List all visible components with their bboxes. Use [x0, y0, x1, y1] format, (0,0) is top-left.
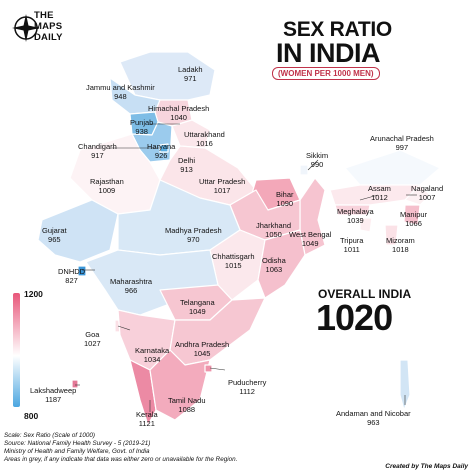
legend-color-bar	[13, 293, 20, 407]
label-odisha: Odisha 1063	[262, 256, 286, 274]
logo-text: THE MAPS DAILY	[34, 10, 63, 43]
label-karnataka: Karnataka 1034	[135, 346, 170, 364]
label-uttar-pradesh: Uttar Pradesh 1017	[199, 177, 246, 195]
label-jammu-kashmir: Jammu and Kashmir 948	[86, 83, 155, 101]
label-arunachal: Arunachal Pradesh 997	[370, 134, 434, 152]
label-jharkhand: Jharkhand 1050	[256, 221, 292, 239]
region-tripura	[359, 217, 373, 233]
label-andaman: Andaman and Nicobar 963	[336, 409, 411, 427]
region-uttarakhand	[171, 119, 211, 149]
label-assam: Assam 1012	[368, 184, 391, 202]
label-madhya-pradesh: Madhya Pradesh 970	[165, 226, 222, 244]
region-sikkim	[299, 164, 309, 176]
region-manipur	[403, 204, 421, 226]
region-tamil-nadu	[149, 349, 211, 421]
label-west-bengal: West Bengal 1049	[289, 230, 332, 248]
label-bihar: Bihar 1090	[276, 190, 294, 208]
label-telangana: Telangana 1049	[180, 298, 215, 316]
label-chhattisgarh: Chhattisgarh 1015	[212, 252, 255, 270]
label-punjab: Punjab 938	[130, 118, 154, 136]
label-andhra: Andhra Pradesh 1045	[175, 340, 230, 358]
footer-source: Source: National Family Health Survey - …	[4, 440, 151, 447]
label-ladakh: Ladakh 971	[178, 65, 203, 83]
subtitle: (WOMEN PER 1000 MEN)	[272, 67, 380, 80]
label-goa: Goa 1027	[84, 330, 101, 348]
footer-ministry: Ministry of Health and Family Welfare, G…	[4, 448, 150, 455]
label-meghalaya: Meghalaya 1039	[337, 207, 374, 225]
label-uttarakhand: Uttarakhand 1016	[184, 130, 225, 148]
label-chandigarh: Chandigarh 917	[78, 142, 117, 160]
overall-value: 1020	[316, 297, 393, 338]
label-kerala: Kerala 1121	[136, 410, 158, 428]
legend-min: 800	[24, 411, 39, 421]
overall-label: OVERALL INDIA	[318, 287, 412, 301]
label-lakshadweep: Lakshadweep 1187	[30, 386, 77, 404]
label-tamil-nadu: Tamil Nadu 1088	[168, 396, 206, 414]
region-andaman	[399, 359, 411, 411]
title-line2: IN INDIA	[276, 38, 381, 68]
region-gujarat	[37, 199, 119, 263]
label-sikkim: Sikkim 990	[306, 151, 329, 169]
title-line1: SEX RATIO	[283, 18, 392, 41]
region-mizoram	[384, 224, 399, 246]
compass-logo-icon	[12, 14, 40, 42]
region-dnhdd	[77, 265, 87, 277]
footer-note: Areas in grey, if any indicate that data…	[4, 456, 238, 463]
region-lakshadweep	[71, 379, 79, 389]
region-delhi	[159, 143, 169, 153]
label-rajasthan: Rajasthan 1009	[90, 177, 124, 195]
region-kerala	[129, 359, 157, 426]
label-maharashtra: Maharashtra 966	[110, 277, 153, 295]
region-meghalaya	[334, 204, 371, 216]
legend-max: 1200	[24, 289, 43, 299]
label-gujarat: Gujarat 965	[42, 226, 67, 244]
region-arunachal	[344, 149, 441, 186]
footer-credit: Created by The Maps Daily	[385, 463, 468, 470]
label-nagaland: Nagaland 1007	[411, 184, 444, 202]
label-puducherry: Puducherry 1112	[228, 378, 267, 396]
label-haryana: Haryana 926	[147, 142, 176, 160]
label-delhi: Delhi 913	[178, 156, 196, 174]
label-mizoram: Mizoram 1018	[386, 236, 415, 254]
label-dnhdd: DNHDD 827	[58, 267, 86, 285]
label-himachal: Himachal Pradesh 1040	[148, 104, 210, 122]
footer-scale: Scale: Sex Ratio (Scale of 1000)	[4, 432, 96, 439]
region-puducherry	[204, 364, 213, 373]
label-manipur: Manipur 1066	[400, 210, 428, 228]
label-tripura: Tripura 1011	[340, 236, 364, 254]
